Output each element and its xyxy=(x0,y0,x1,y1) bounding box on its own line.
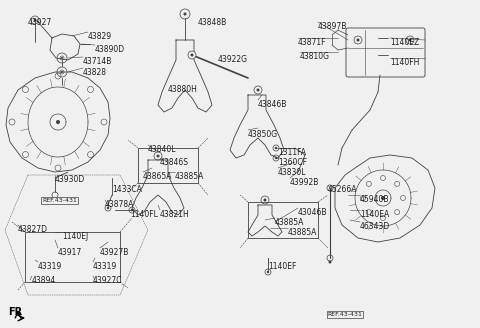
Text: 45940B: 45940B xyxy=(360,195,389,204)
Text: 1360CF: 1360CF xyxy=(278,158,307,167)
Text: 1140FH: 1140FH xyxy=(390,58,420,67)
Text: 1140EJ: 1140EJ xyxy=(62,232,88,241)
Bar xyxy=(25,232,120,282)
Circle shape xyxy=(191,53,193,56)
Text: 43917: 43917 xyxy=(58,248,82,257)
Text: 1140EA: 1140EA xyxy=(360,210,389,219)
Text: 43878A: 43878A xyxy=(105,200,134,209)
Text: 43885A: 43885A xyxy=(275,218,304,227)
Text: 43829: 43829 xyxy=(88,32,112,41)
Circle shape xyxy=(357,38,360,42)
Text: 43927B: 43927B xyxy=(100,248,130,257)
Circle shape xyxy=(275,147,277,149)
Text: 43319: 43319 xyxy=(38,262,62,271)
Text: 43850G: 43850G xyxy=(248,130,278,139)
Bar xyxy=(138,148,198,183)
Text: 43848B: 43848B xyxy=(198,18,227,27)
Text: 43828: 43828 xyxy=(83,68,107,77)
Text: 43319: 43319 xyxy=(93,262,117,271)
Text: 43890D: 43890D xyxy=(95,45,125,54)
Circle shape xyxy=(61,71,63,73)
Text: 43827D: 43827D xyxy=(18,225,48,234)
Text: 43846B: 43846B xyxy=(258,100,288,109)
Text: 45266A: 45266A xyxy=(328,185,358,194)
Text: 43927C: 43927C xyxy=(93,276,122,285)
Circle shape xyxy=(183,12,187,15)
Circle shape xyxy=(61,57,63,59)
Text: 43865A: 43865A xyxy=(143,172,172,181)
Circle shape xyxy=(267,271,269,273)
Text: 43885A: 43885A xyxy=(175,172,204,181)
Text: 43897B: 43897B xyxy=(318,22,348,31)
Text: FR: FR xyxy=(8,307,22,317)
Circle shape xyxy=(328,260,332,263)
Circle shape xyxy=(34,18,36,22)
Text: 43714B: 43714B xyxy=(83,57,112,66)
Text: REF.43-431: REF.43-431 xyxy=(327,312,362,317)
Circle shape xyxy=(275,157,277,159)
Text: 43846S: 43846S xyxy=(160,158,189,167)
Circle shape xyxy=(56,120,60,124)
Text: 46343D: 46343D xyxy=(360,222,390,231)
Text: 43930D: 43930D xyxy=(55,175,85,184)
Text: 1140FL: 1140FL xyxy=(130,210,158,219)
Text: 43894: 43894 xyxy=(32,276,56,285)
Text: 43885A: 43885A xyxy=(288,228,317,237)
Text: 1311FA: 1311FA xyxy=(278,148,306,157)
Circle shape xyxy=(156,154,159,157)
Text: 1140EF: 1140EF xyxy=(268,262,296,271)
Circle shape xyxy=(408,38,411,42)
Text: 43810G: 43810G xyxy=(300,52,330,61)
Circle shape xyxy=(107,207,109,209)
Text: 43830L: 43830L xyxy=(278,168,307,177)
Text: 43821H: 43821H xyxy=(160,210,190,219)
Text: 43840L: 43840L xyxy=(148,145,177,154)
Bar xyxy=(248,202,318,238)
Circle shape xyxy=(188,51,196,59)
Text: 1140EZ: 1140EZ xyxy=(390,38,419,47)
Text: 43927: 43927 xyxy=(28,18,52,27)
Circle shape xyxy=(381,196,385,200)
Text: 43871F: 43871F xyxy=(298,38,326,47)
Text: 43922G: 43922G xyxy=(218,55,248,64)
Text: REF.43-431: REF.43-431 xyxy=(42,198,77,203)
Text: 43880H: 43880H xyxy=(168,85,198,94)
Circle shape xyxy=(131,209,133,211)
Text: 43046B: 43046B xyxy=(298,208,327,217)
Circle shape xyxy=(256,89,260,92)
Text: 43992B: 43992B xyxy=(290,178,319,187)
Text: 1433CA: 1433CA xyxy=(112,185,142,194)
Circle shape xyxy=(264,198,266,201)
